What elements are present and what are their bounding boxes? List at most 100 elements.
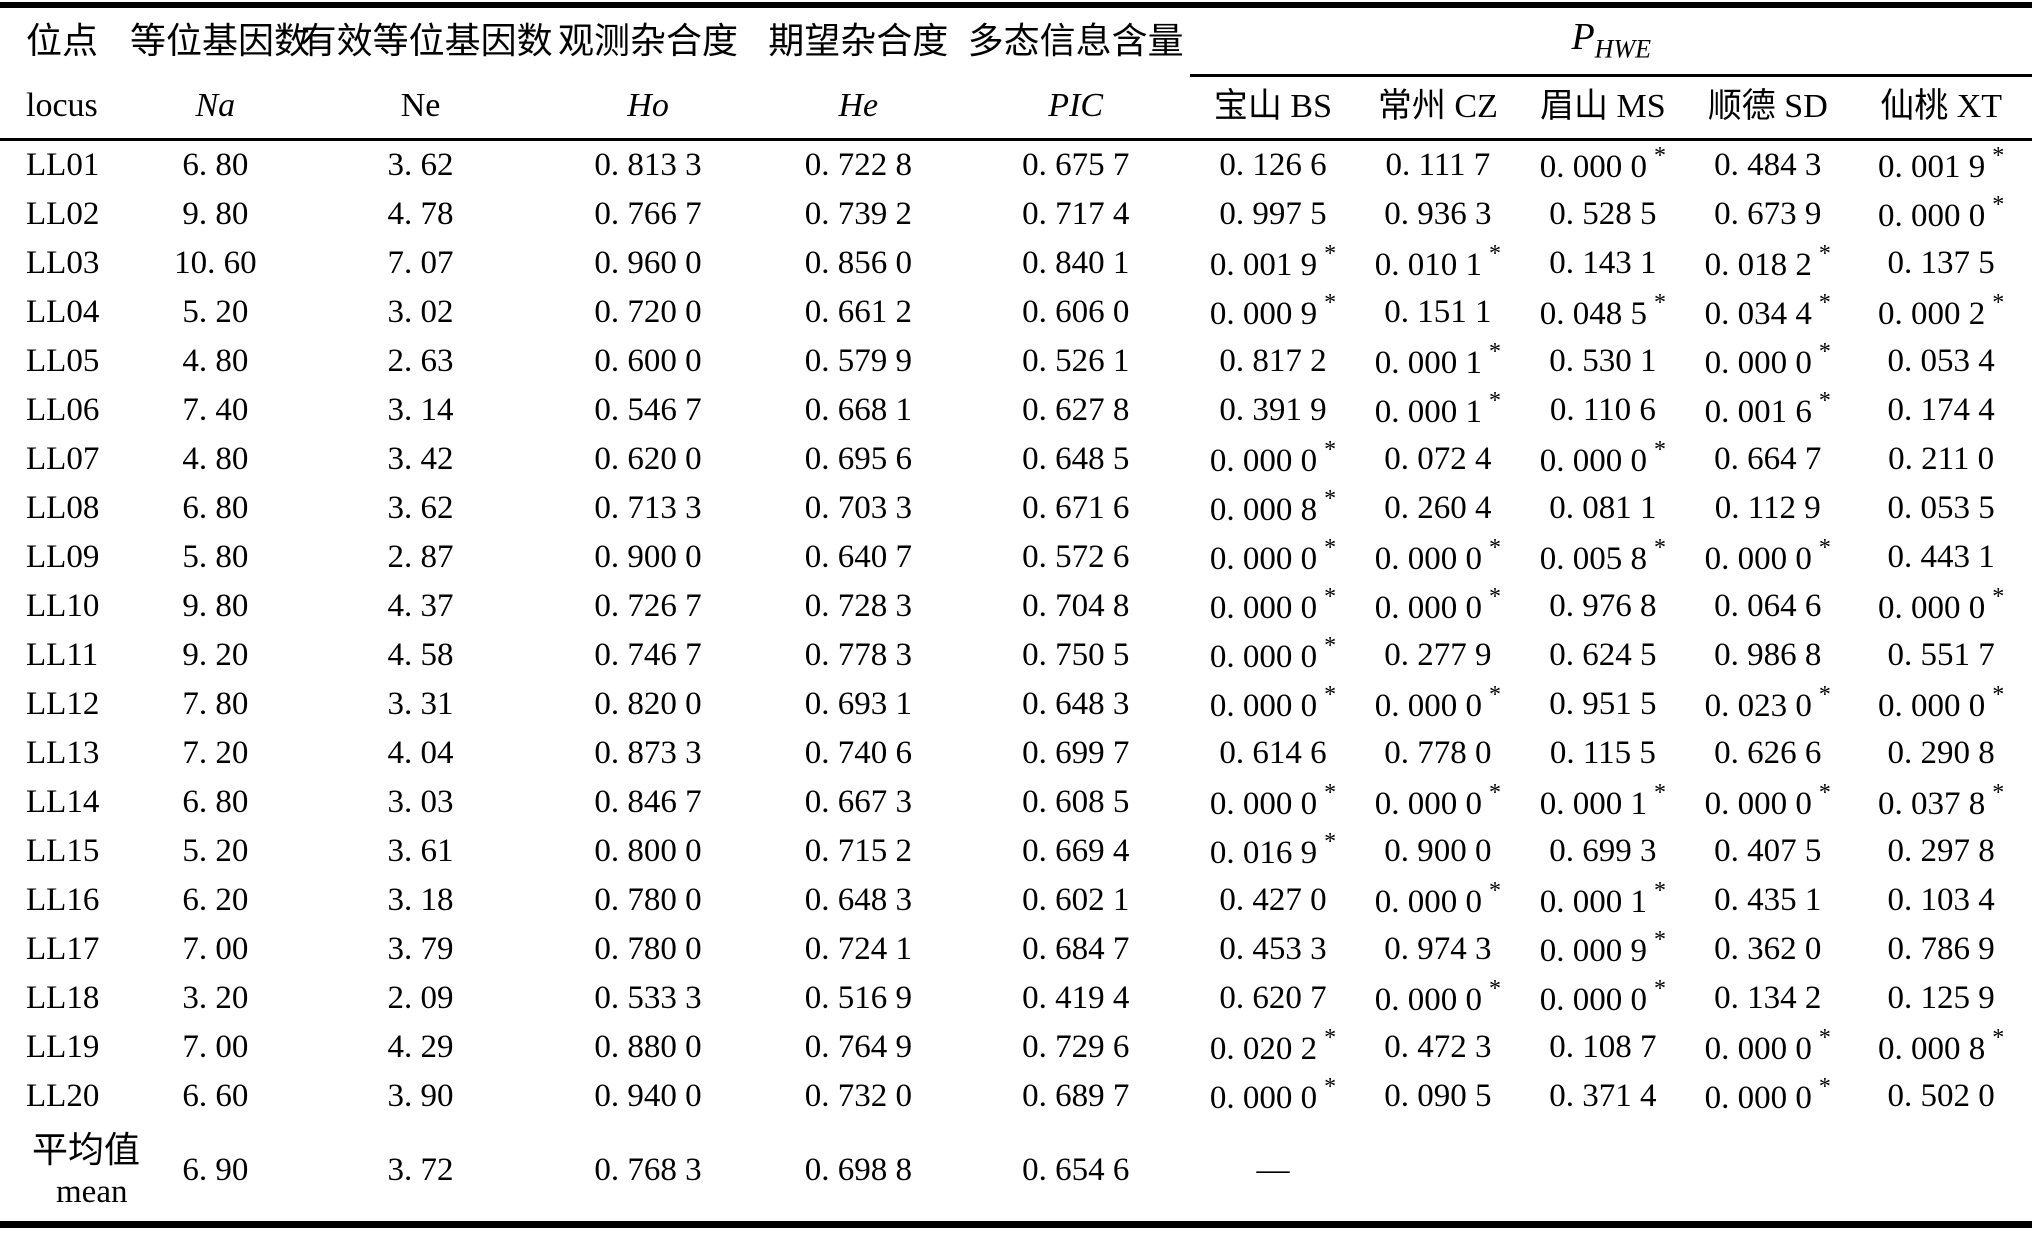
- cell-value: 0. 277 9: [1384, 636, 1492, 673]
- cell-locus: LL11: [26, 636, 99, 673]
- cell-value: 3. 61: [387, 832, 454, 869]
- header-phwe: PHWE: [1190, 5, 2032, 77]
- significance-asterisk: *: [1489, 779, 1502, 806]
- cell-number: 0. 005 8: [1539, 540, 1647, 577]
- cell-value: 0. 174 4: [1887, 391, 1995, 428]
- cell-number: 0. 000 1: [1374, 344, 1483, 381]
- cell-value: 0. 108 7: [1549, 1028, 1657, 1065]
- cell-value: 0. 704 8: [1022, 587, 1130, 624]
- table-row: LL05 4. 80 2. 63 0. 600 0 0. 579 9 0. 526 1 0.…: [0, 337, 2032, 386]
- cell-value: 2. 09: [387, 979, 454, 1016]
- cell-value: 7. 80: [182, 685, 249, 722]
- cell-value: 0. 000 0 *: [1355, 533, 1520, 582]
- cell-value: 0. 684 7: [1022, 930, 1130, 967]
- cell-number: 0. 001 9: [1209, 246, 1318, 283]
- phwe-symbol: P: [1571, 16, 1595, 59]
- cell-value: 0. 103 4: [1887, 881, 1995, 918]
- cell-number: 0. 010 1: [1374, 246, 1483, 283]
- header-ne-en: Ne: [300, 75, 541, 141]
- significance-asterisk: *: [1653, 436, 1666, 463]
- cell-value: 2. 63: [387, 342, 454, 379]
- table-row: LL19 7. 00 4. 29 0. 880 0 0. 764 9 0. 729 6 0.…: [0, 1023, 2032, 1072]
- cell-empty: [1520, 1121, 1685, 1225]
- header-pic-zh: 多态信息含量: [967, 20, 1184, 61]
- cell-value: 0. 627 8: [1022, 391, 1130, 428]
- cell-number: 0. 000 8: [1209, 491, 1318, 528]
- cell-value: 0. 000 0 *: [1520, 435, 1685, 484]
- header-ho-en: Ho: [540, 75, 756, 141]
- cell-number: 0. 000 0: [1209, 638, 1318, 675]
- significance-asterisk: *: [1992, 142, 2005, 169]
- header-pop-sd: 顺德 SD: [1685, 75, 1851, 141]
- significance-asterisk: *: [1489, 534, 1502, 561]
- cell-value: 0. 817 2: [1219, 342, 1327, 379]
- significance-asterisk: *: [1653, 877, 1666, 904]
- cell-value: 0. 000 0 *: [1685, 1023, 1850, 1072]
- cell-number: 0. 000 0: [1878, 197, 1986, 234]
- mean-label-en: mean: [56, 1174, 128, 1211]
- table-row: LL01 6. 80 3. 62 0. 813 3 0. 722 8 0. 675 7 0.…: [0, 139, 2032, 190]
- cell-value: 0. 000 0 *: [1685, 533, 1850, 582]
- cell-locus: LL05: [26, 342, 100, 379]
- significance-asterisk: *: [1324, 828, 1337, 855]
- cell-value: 6. 80: [182, 146, 249, 183]
- significance-asterisk: *: [1653, 975, 1666, 1002]
- cell-value: 0. 546 7: [594, 391, 702, 428]
- cell-value: 3. 79: [387, 930, 454, 967]
- cell-value: 0. 037 8 *: [1850, 778, 2032, 827]
- cell-value: 0. 778 0: [1384, 734, 1492, 771]
- cell-value: 0. 000 0 *: [1685, 778, 1850, 827]
- cell-value: 0. 137 5: [1887, 244, 1995, 281]
- table-row: LL08 6. 80 3. 62 0. 713 3 0. 703 3 0. 671 6 0.…: [0, 484, 2032, 533]
- cell-locus: LL19: [26, 1028, 100, 1065]
- cell-number: 0. 000 0: [1209, 589, 1318, 626]
- cell-number: 0. 000 0: [1374, 785, 1483, 822]
- cell-value: 0. 951 5: [1549, 685, 1657, 722]
- cell-locus: LL03: [26, 244, 100, 281]
- cell-value: 0. 111 7: [1385, 146, 1491, 183]
- cell-value: 0. 602 1: [1022, 881, 1130, 918]
- cell-number: 0. 000 0: [1704, 1030, 1812, 1067]
- significance-asterisk: *: [1653, 779, 1666, 806]
- cell-number: 0. 000 9: [1539, 932, 1647, 969]
- header-row-chinese: 位点 等位基因数 有效等位基因数 观测杂合度 期望杂合度 多态信息含量 PHWE: [0, 5, 2032, 77]
- cell-value: 0. 151 1: [1384, 293, 1492, 330]
- significance-asterisk: *: [1324, 632, 1337, 659]
- significance-asterisk: *: [1324, 240, 1337, 267]
- cell-value: 0. 391 9: [1219, 391, 1327, 428]
- cell-value: 0. 018 2 *: [1685, 239, 1850, 288]
- cell-number: 0. 037 8: [1878, 785, 1986, 822]
- table-row: LL06 7. 40 3. 14 0. 546 7 0. 668 1 0. 627 8 0.…: [0, 386, 2032, 435]
- cell-value: 0. 000 0 *: [1850, 680, 2032, 729]
- cell-locus: LL13: [26, 734, 100, 771]
- significance-asterisk: *: [1818, 779, 1831, 806]
- cell-value: 0. 000 2 *: [1850, 288, 2032, 337]
- cell-value: 0. 484 3: [1714, 146, 1822, 183]
- cell-value: 0. 668 1: [804, 391, 912, 428]
- significance-asterisk: *: [1489, 387, 1502, 414]
- cell-value: 0. 528 5: [1549, 195, 1657, 232]
- cell-value: 4. 80: [182, 440, 249, 477]
- cell-locus: LL08: [26, 489, 100, 526]
- table-row: LL15 5. 20 3. 61 0. 800 0 0. 715 2 0. 669 4 0.…: [0, 827, 2032, 876]
- cell-value: 0. 516 9: [804, 979, 912, 1016]
- cell-value: 10. 60: [174, 244, 257, 281]
- cell-value: 7. 40: [182, 391, 249, 428]
- significance-asterisk: *: [1653, 926, 1666, 953]
- cell-value: 0. 764 9: [804, 1028, 912, 1065]
- cell-number: 0. 000 1: [1539, 883, 1647, 920]
- cell-value: 0. 900 0: [594, 538, 702, 575]
- cell-value: 0. 936 3: [1384, 195, 1492, 232]
- cell-number: 0. 000 0: [1374, 883, 1483, 920]
- cell-value: 0. 143 1: [1549, 244, 1657, 281]
- cell-value: 0. 551 7: [1887, 636, 1995, 673]
- cell-value: 0. 064 6: [1714, 587, 1822, 624]
- significance-asterisk: *: [1818, 1024, 1831, 1051]
- cell-value: 0. 600 0: [594, 342, 702, 379]
- cell-value: 0. 427 0: [1219, 881, 1327, 918]
- significance-asterisk: *: [1324, 534, 1337, 561]
- cell-value: 0. 608 5: [1022, 783, 1130, 820]
- cell-value: 0. 695 6: [804, 440, 912, 477]
- cell-value: 0. 016 9 *: [1190, 827, 1355, 876]
- cell-number: 0. 000 8: [1878, 1030, 1986, 1067]
